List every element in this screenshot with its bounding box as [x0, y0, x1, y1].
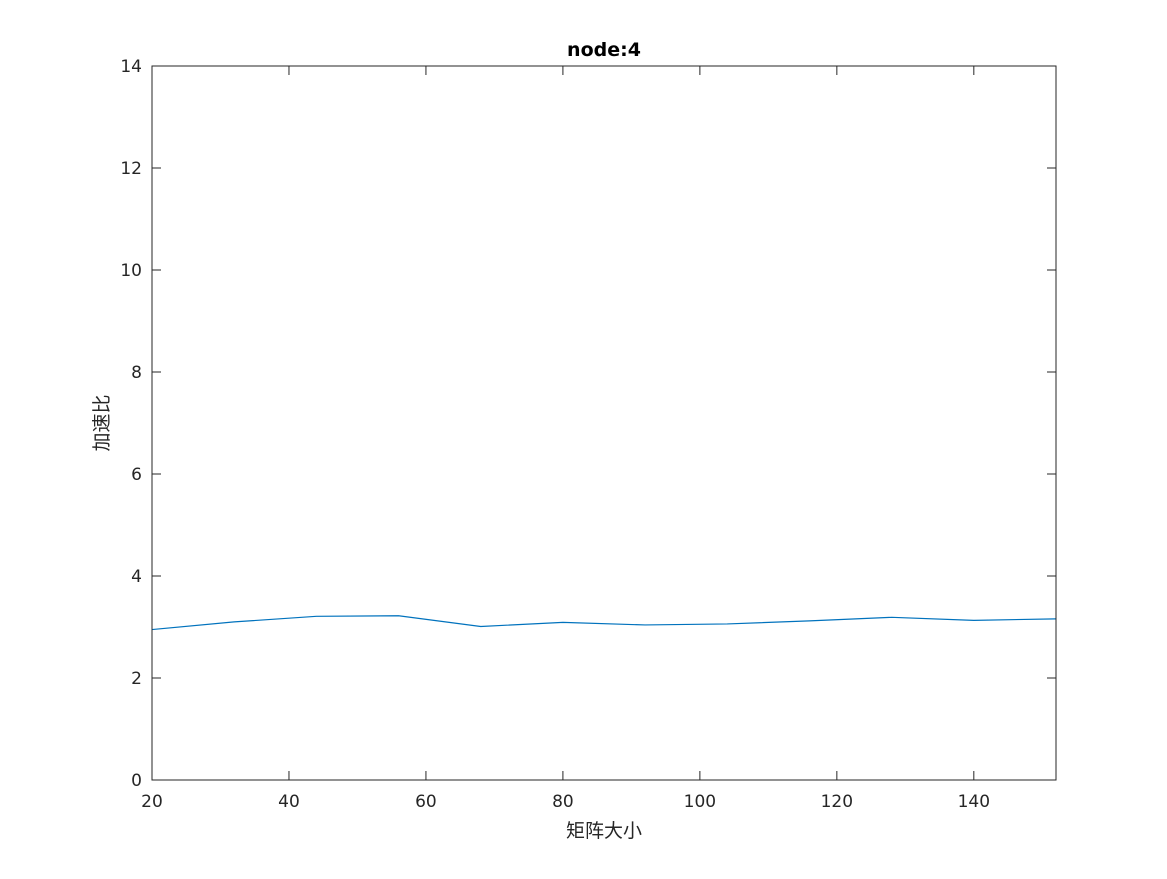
- y-tick-label: 2: [131, 669, 142, 689]
- y-tick-label: 4: [131, 567, 142, 587]
- x-tick-label: 20: [141, 792, 163, 812]
- y-tick-label: 14: [120, 57, 142, 77]
- x-tick-label: 80: [552, 792, 574, 812]
- x-tick-label: 60: [415, 792, 437, 812]
- plot-area-border: [151, 65, 1057, 781]
- x-tick-label: 120: [821, 792, 853, 812]
- series-layer: [151, 615, 1057, 631]
- y-tick-label: 12: [120, 159, 142, 179]
- y-tick-label: 10: [120, 261, 142, 281]
- x-axis-label: 矩阵大小: [566, 820, 642, 842]
- chart-title: node:4: [567, 39, 641, 61]
- plot-area-background: [152, 66, 1056, 780]
- y-axis-ticks: 0 2 4 6 8 10 12 14: [120, 57, 1056, 791]
- x-axis-ticks: 20 40 60 80 100 120 140: [141, 66, 990, 812]
- y-axis-label: 加速比: [91, 394, 113, 451]
- x-tick-label: 140: [958, 792, 990, 812]
- y-tick-label: 8: [131, 363, 142, 383]
- y-tick-label: 0: [131, 771, 142, 791]
- x-tick-label: 100: [684, 792, 716, 812]
- x-tick-label: 40: [278, 792, 300, 812]
- series-line-1: [151, 615, 1057, 631]
- y-tick-label: 6: [131, 465, 142, 485]
